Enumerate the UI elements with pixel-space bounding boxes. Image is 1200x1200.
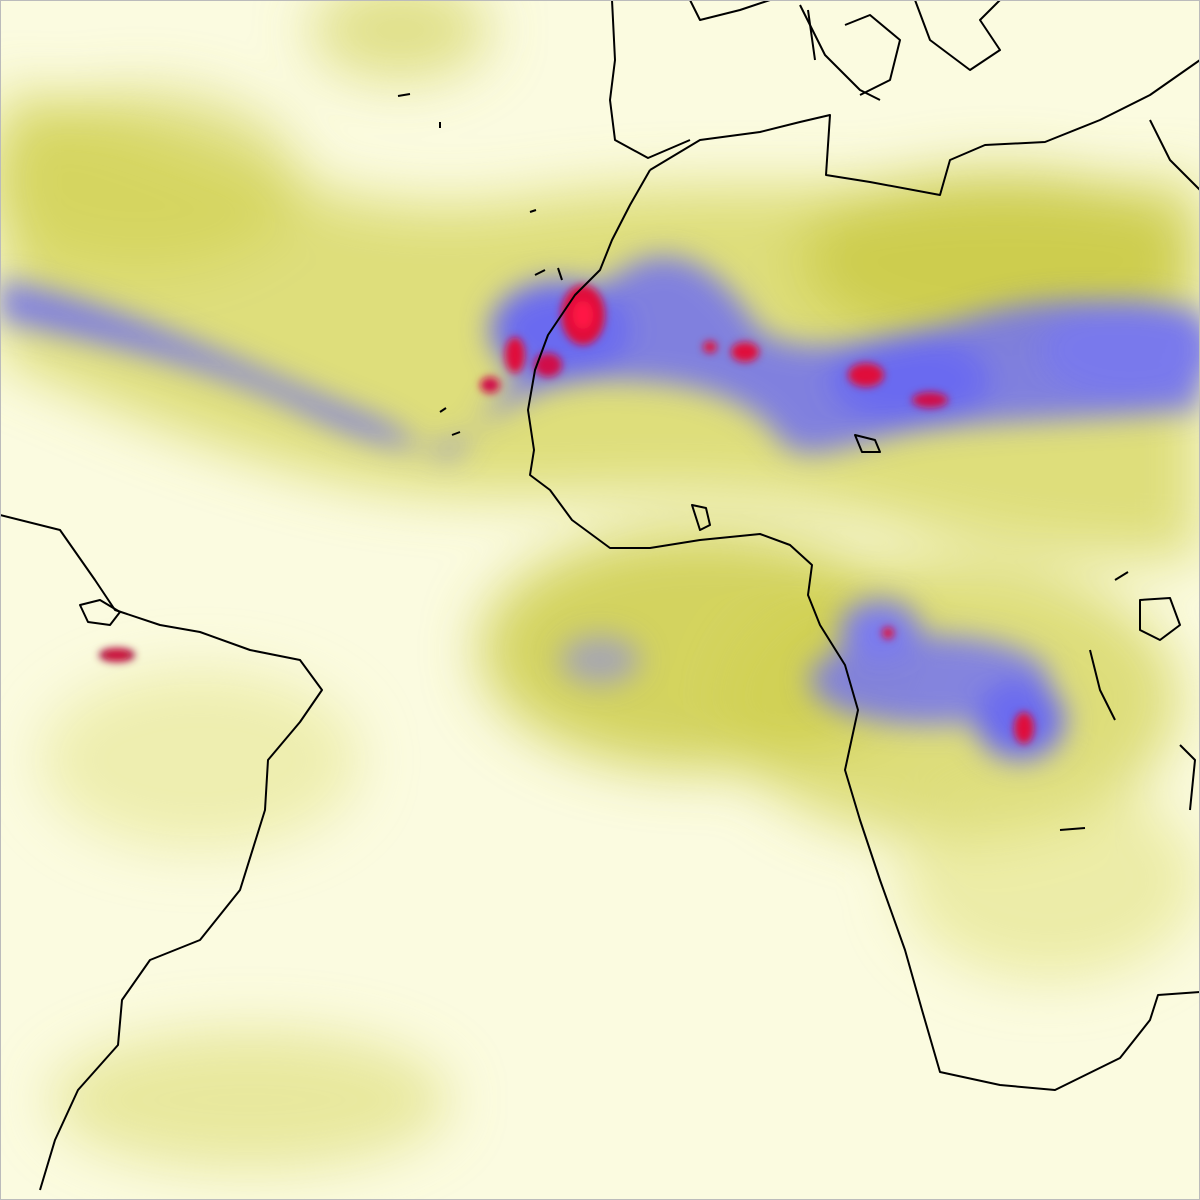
africa-coast: [527, 169, 1200, 1091]
islands: [79, 9, 1196, 831]
field-blue: [0, 256, 1200, 760]
north-africa-coast: [649, 59, 1200, 196]
europe-coast: [689, 0, 1200, 191]
iberia-coast: [609, 0, 691, 159]
south-america-coast: [0, 514, 323, 1191]
